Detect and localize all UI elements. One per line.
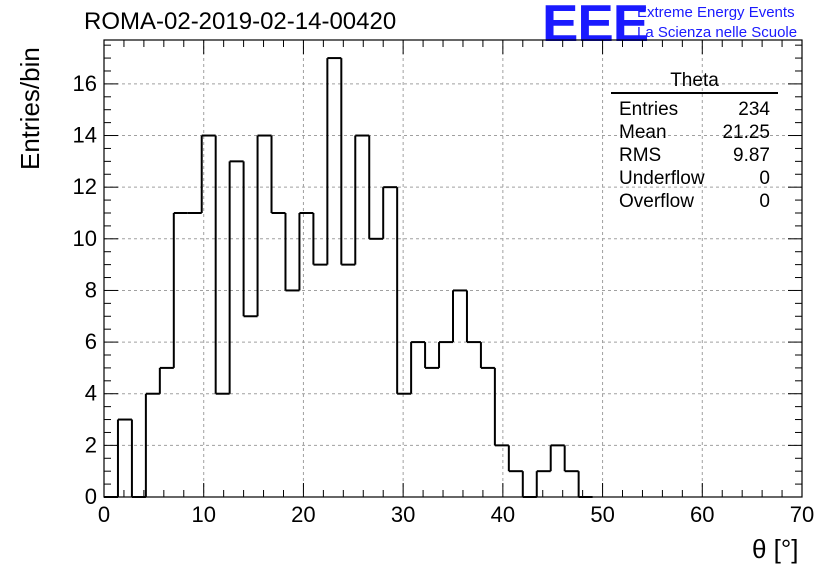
plot-frame bbox=[103, 39, 803, 498]
chart-title: ROMA-02-2019-02-14-00420 bbox=[84, 8, 397, 35]
y-tick-label: 0 bbox=[85, 484, 97, 509]
y-tick-label: 2 bbox=[85, 432, 97, 457]
stats-value: 0 bbox=[759, 191, 770, 212]
y-tick-label: 6 bbox=[85, 329, 97, 354]
logo-line-2: La Scienza nelle Scuole bbox=[637, 24, 798, 41]
stats-label: Entries bbox=[619, 99, 679, 120]
x-tick-label: 10 bbox=[191, 502, 215, 527]
eee-logo: EEE bbox=[542, 0, 649, 53]
stats-divider bbox=[611, 92, 778, 94]
y-tick-label: 12 bbox=[73, 174, 97, 199]
x-tick-label: 50 bbox=[590, 502, 614, 527]
y-tick-label: 8 bbox=[85, 277, 97, 302]
stats-title: Theta bbox=[670, 70, 719, 91]
stats-row-overflow: Overflow 0 bbox=[611, 190, 778, 213]
stats-label: RMS bbox=[619, 145, 662, 166]
x-tick-label: 0 bbox=[98, 502, 110, 527]
y-tick-label: 16 bbox=[73, 71, 97, 96]
x-tick-label: 70 bbox=[790, 502, 814, 527]
stats-box: Theta Entries 234 Mean 21.25 RMS 9.87 Un… bbox=[611, 70, 778, 213]
stats-value: 234 bbox=[738, 99, 770, 120]
x-tick-label: 40 bbox=[491, 502, 515, 527]
stats-label: Mean bbox=[619, 122, 667, 143]
stats-row-mean: Mean 21.25 bbox=[611, 121, 778, 144]
logo-line-1: Extreme Energy Events bbox=[637, 4, 795, 21]
stats-value: 21.25 bbox=[722, 122, 770, 143]
x-tick-label: 60 bbox=[690, 502, 714, 527]
y-tick-label: 14 bbox=[73, 123, 97, 148]
stats-label: Overflow bbox=[619, 191, 694, 212]
y-tick-label: 10 bbox=[73, 226, 97, 251]
stats-label: Underflow bbox=[619, 168, 705, 189]
stats-value: 0 bbox=[759, 168, 770, 189]
x-tick-label: 30 bbox=[391, 502, 415, 527]
stats-value: 9.87 bbox=[733, 145, 770, 166]
x-tick-label: 20 bbox=[291, 502, 315, 527]
x-axis-label: θ [°] bbox=[752, 534, 799, 564]
y-tick-label: 4 bbox=[85, 381, 97, 406]
stats-row-underflow: Underflow 0 bbox=[611, 167, 778, 190]
stats-row-rms: RMS 9.87 bbox=[611, 144, 778, 167]
stats-row-entries: Entries 234 bbox=[611, 98, 778, 121]
